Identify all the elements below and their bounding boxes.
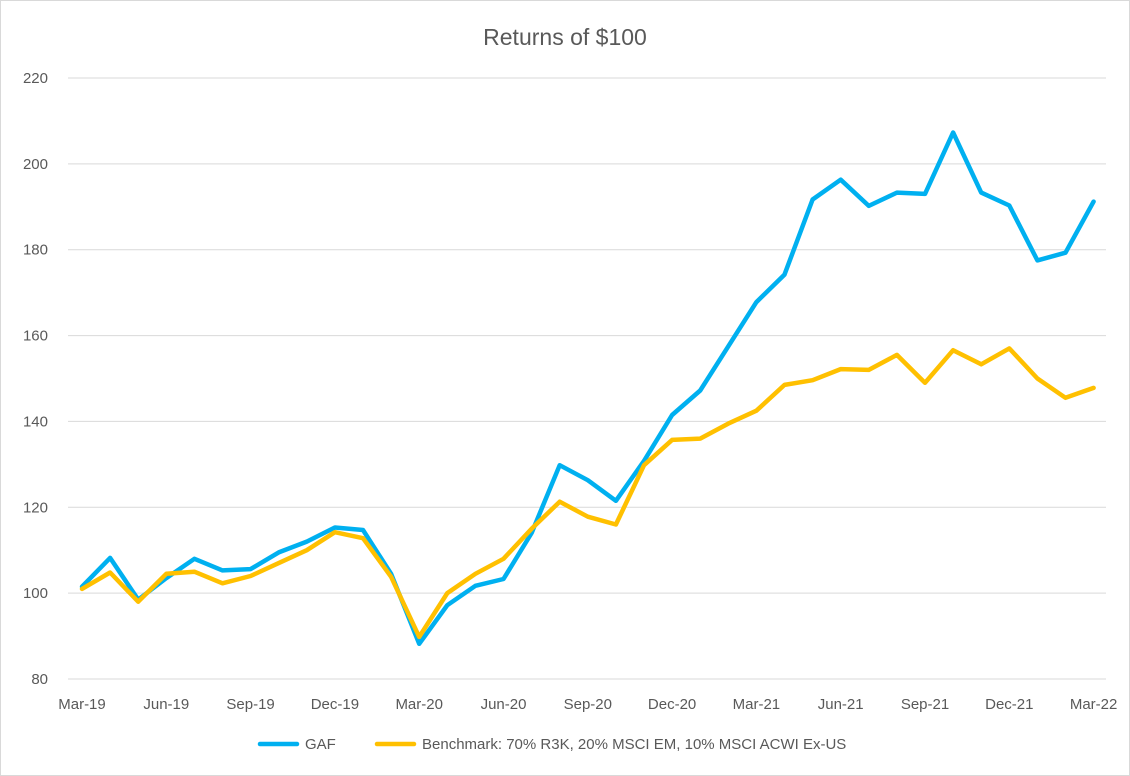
legend-label: Benchmark: 70% R3K, 20% MSCI EM, 10% MSC… bbox=[422, 736, 846, 753]
x-tick-label: Sep-20 bbox=[564, 696, 612, 713]
y-axis-tick-labels: 80 100 120 140 160 180 200 220 bbox=[23, 70, 48, 688]
x-tick-label: Jun-19 bbox=[143, 696, 189, 713]
x-tick-label: Jun-21 bbox=[818, 696, 864, 713]
series-line-gaf bbox=[79, 130, 1096, 647]
gridlines bbox=[68, 77, 1106, 680]
legend-label: GAF bbox=[305, 736, 336, 753]
x-tick-label: Mar-19 bbox=[58, 696, 106, 713]
y-tick-label: 140 bbox=[23, 413, 48, 430]
x-axis-tick-labels: Mar-19 Jun-19 Sep-19 Dec-19 Mar-20 Jun-20 Sep-… bbox=[58, 696, 1117, 713]
y-tick-label: 200 bbox=[23, 156, 48, 173]
x-tick-label: Mar-20 bbox=[395, 696, 443, 713]
y-tick-label: 100 bbox=[23, 585, 48, 602]
y-tick-label: 80 bbox=[31, 671, 48, 688]
y-tick-label: 180 bbox=[23, 242, 48, 259]
x-tick-label: Jun-20 bbox=[481, 696, 527, 713]
x-tick-label: Dec-19 bbox=[311, 696, 359, 713]
chart-title: Returns of $100 bbox=[483, 24, 647, 50]
y-tick-label: 120 bbox=[23, 499, 48, 516]
series-line-benchmark bbox=[79, 346, 1096, 640]
x-tick-label: Mar-22 bbox=[1070, 696, 1118, 713]
x-tick-label: Mar-21 bbox=[733, 696, 781, 713]
series-lines bbox=[79, 130, 1096, 647]
x-tick-label: Sep-19 bbox=[226, 696, 274, 713]
y-tick-label: 220 bbox=[23, 70, 48, 87]
y-tick-label: 160 bbox=[23, 328, 48, 345]
x-tick-label: Sep-21 bbox=[901, 696, 949, 713]
x-tick-label: Dec-21 bbox=[985, 696, 1033, 713]
x-tick-label: Dec-20 bbox=[648, 696, 696, 713]
legend: GAF Benchmark: 70% R3K, 20% MSCI EM, 10% … bbox=[257, 736, 846, 753]
